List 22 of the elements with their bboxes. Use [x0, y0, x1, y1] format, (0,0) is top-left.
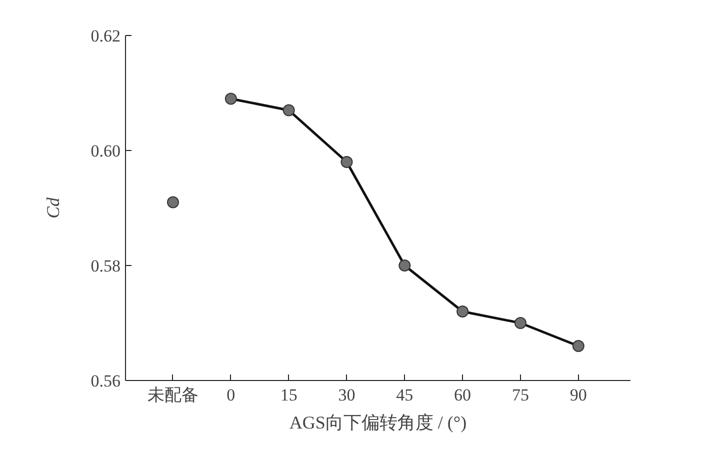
point [166, 196, 179, 208]
y-tick-label: 0.60 [90, 142, 120, 160]
y-axis-title: Cd [42, 196, 63, 219]
point [340, 156, 353, 168]
x-tick-label: 75 [512, 386, 529, 404]
point [282, 104, 295, 116]
x-axis-title: AGS向下偏转角度 / (°) [289, 412, 467, 432]
point [398, 260, 411, 272]
y-tick-label: 0.58 [90, 256, 120, 276]
point [456, 306, 469, 318]
x-tick-label: 45 [396, 386, 414, 404]
x-tick-label: 60 [454, 386, 472, 404]
y-tick-label: 0.56 [90, 372, 120, 390]
x-tick-label: 15 [280, 386, 298, 404]
x-tick-label: 未配备 [147, 386, 198, 404]
x-tick-label: 0 [226, 386, 236, 404]
point [514, 317, 526, 329]
y-tick-label: 0.62 [90, 26, 120, 46]
x-tick-label: 90 [570, 386, 587, 404]
x-tick-label: 30 [338, 386, 356, 404]
point [224, 92, 237, 105]
point [572, 340, 584, 352]
